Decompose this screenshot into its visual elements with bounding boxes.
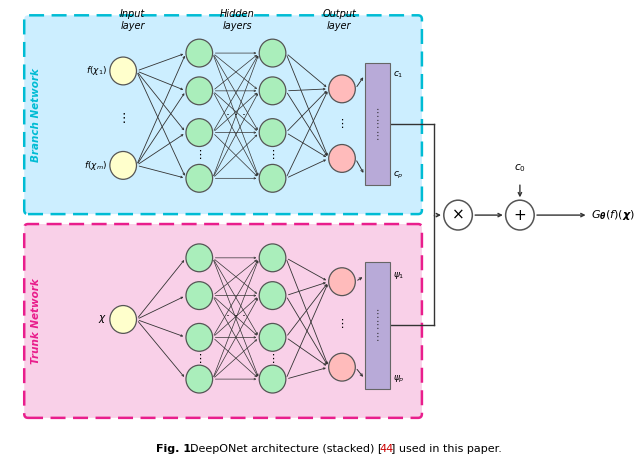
Circle shape [186, 165, 212, 192]
Circle shape [186, 77, 212, 105]
Circle shape [259, 118, 286, 147]
FancyBboxPatch shape [24, 15, 422, 214]
Text: $\chi$: $\chi$ [98, 313, 107, 325]
Text: $c_1$: $c_1$ [394, 70, 404, 80]
Circle shape [186, 365, 212, 393]
Text: ⋮
⋮
⋮: ⋮ ⋮ ⋮ [372, 309, 382, 342]
Circle shape [329, 353, 355, 381]
Text: ⋮: ⋮ [337, 319, 348, 330]
Text: DeepONet architecture (stacked) [: DeepONet architecture (stacked) [ [190, 443, 382, 454]
Text: $G_{\boldsymbol{\theta}}(f)(\boldsymbol{\chi})$: $G_{\boldsymbol{\theta}}(f)(\boldsymbol{… [591, 208, 635, 222]
Circle shape [444, 200, 472, 230]
Circle shape [186, 244, 212, 272]
Circle shape [329, 268, 355, 296]
Circle shape [329, 144, 355, 172]
FancyBboxPatch shape [24, 224, 422, 418]
Text: Hidden
layers: Hidden layers [220, 9, 255, 31]
Circle shape [259, 77, 286, 105]
Circle shape [186, 118, 212, 147]
Circle shape [186, 282, 212, 309]
Text: Output
layer: Output layer [322, 9, 356, 31]
Bar [365, 262, 390, 389]
Text: Trunk Network: Trunk Network [31, 278, 40, 364]
Text: ⋮
⋮
⋮: ⋮ ⋮ ⋮ [372, 107, 382, 141]
Circle shape [186, 39, 212, 67]
Text: ] used in this paper.: ] used in this paper. [392, 443, 502, 454]
Circle shape [259, 324, 286, 351]
Text: ⋮: ⋮ [337, 118, 348, 129]
Text: $c_p$: $c_p$ [394, 170, 404, 181]
Text: ⋮: ⋮ [267, 150, 278, 160]
Text: ⋮: ⋮ [117, 112, 129, 125]
Circle shape [259, 39, 286, 67]
Circle shape [186, 324, 212, 351]
Text: ⋮: ⋮ [194, 354, 205, 364]
Text: $\psi_1$: $\psi_1$ [394, 270, 405, 281]
Text: ⋮: ⋮ [267, 354, 278, 364]
Circle shape [110, 306, 136, 333]
Circle shape [110, 152, 136, 179]
Text: $f(\chi_m)$: $f(\chi_m)$ [84, 159, 107, 172]
Text: 44: 44 [379, 443, 394, 454]
Circle shape [110, 57, 136, 85]
Circle shape [329, 75, 355, 103]
Circle shape [259, 244, 286, 272]
Circle shape [259, 365, 286, 393]
Text: · · ·: · · · [226, 310, 246, 323]
Circle shape [506, 200, 534, 230]
Text: Fig. 1.: Fig. 1. [156, 443, 195, 454]
Circle shape [259, 282, 286, 309]
Text: ⋮: ⋮ [194, 150, 205, 160]
Text: +: + [513, 207, 526, 223]
Text: ×: × [452, 207, 465, 223]
Text: $c_0$: $c_0$ [514, 162, 526, 174]
Text: Branch Network: Branch Network [31, 68, 40, 162]
Text: $\psi_p$: $\psi_p$ [394, 373, 405, 384]
Circle shape [259, 165, 286, 192]
Text: · · ·: · · · [226, 109, 246, 122]
Text: Input
layer: Input layer [120, 9, 145, 31]
Text: $f(\chi_1)$: $f(\chi_1)$ [86, 65, 107, 77]
Bar [365, 63, 390, 185]
